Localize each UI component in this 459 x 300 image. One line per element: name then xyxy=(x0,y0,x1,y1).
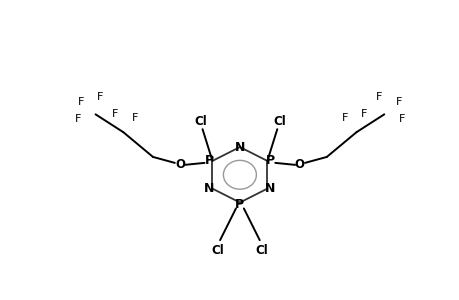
Text: F: F xyxy=(360,109,367,119)
Text: P: P xyxy=(204,154,213,167)
Text: P: P xyxy=(235,198,244,211)
Text: F: F xyxy=(375,92,382,101)
Text: F: F xyxy=(74,114,81,124)
Text: Cl: Cl xyxy=(272,115,285,128)
Text: Cl: Cl xyxy=(255,244,268,256)
Text: F: F xyxy=(341,113,347,123)
Text: F: F xyxy=(77,98,84,107)
Text: N: N xyxy=(234,140,245,154)
Text: O: O xyxy=(293,158,303,171)
Text: F: F xyxy=(398,114,404,124)
Text: F: F xyxy=(112,109,118,119)
Text: P: P xyxy=(265,154,274,167)
Text: N: N xyxy=(264,182,275,195)
Text: Cl: Cl xyxy=(211,244,224,256)
Text: N: N xyxy=(204,182,214,195)
Text: F: F xyxy=(97,92,103,101)
Text: F: F xyxy=(132,113,138,123)
Text: F: F xyxy=(395,98,402,107)
Text: Cl: Cl xyxy=(194,115,207,128)
Text: O: O xyxy=(175,158,185,171)
